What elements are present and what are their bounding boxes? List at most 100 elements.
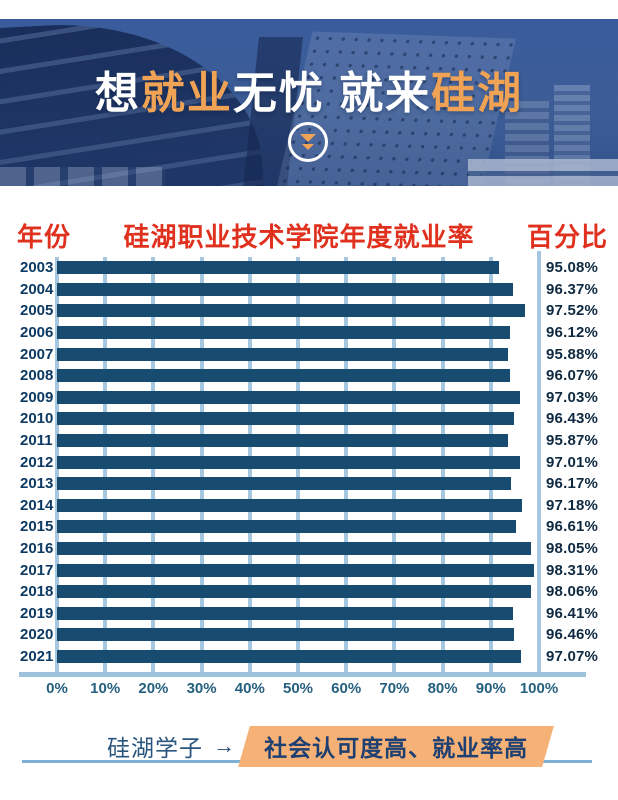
- year-label: 2014: [20, 496, 54, 514]
- bar-track: [57, 498, 539, 512]
- chart-row-2014: 2014 97.18%: [20, 495, 605, 517]
- employment-bar: [57, 390, 521, 404]
- chart-row-2011: 2011 95.87%: [20, 430, 605, 452]
- year-label: 2021: [20, 647, 54, 665]
- x-tick-label: 90%: [475, 680, 506, 697]
- x-tick-label: 20%: [138, 680, 169, 697]
- campus-photo-low-building: [468, 159, 618, 186]
- x-tick-label: 0%: [46, 680, 68, 697]
- value-column-title: 百分比: [526, 222, 608, 252]
- chart-row-2017: 2017 98.31%: [20, 559, 605, 581]
- chart-row-2012: 2012 97.01%: [20, 451, 605, 473]
- value-label: 96.43%: [546, 410, 599, 428]
- value-label: 98.05%: [546, 540, 599, 558]
- employment-bar: [57, 434, 508, 448]
- value-label: 95.87%: [546, 432, 599, 450]
- footer-label: 硅湖学子: [107, 735, 203, 761]
- footer-highlight-text: 社会认可度高、就业率高: [264, 734, 529, 761]
- employment-rate-bar-chart: 2003 95.08% 2004 96.37% 2005 97.52% 2006 96.12%…: [19, 251, 605, 702]
- bar-track: [57, 369, 539, 383]
- chart-row-2007: 2007 95.88%: [20, 343, 605, 365]
- year-label: 2008: [20, 367, 54, 385]
- employment-bar: [57, 412, 514, 426]
- chart-row-2019: 2019 96.41%: [20, 603, 605, 625]
- y-axis-title: 年份: [17, 222, 72, 252]
- banner-headline: 想就业无忧 就来硅湖: [0, 57, 618, 121]
- bar-track: [57, 606, 539, 620]
- chart-row-2021: 2021 97.07%: [20, 646, 605, 668]
- chart-row-2008: 2008 96.07%: [20, 365, 605, 387]
- year-label: 2020: [20, 626, 54, 644]
- employment-bar: [57, 606, 514, 620]
- bar-track: [57, 390, 539, 404]
- year-label: 2003: [20, 259, 54, 277]
- employment-bar: [57, 347, 508, 361]
- value-label: 97.52%: [546, 302, 599, 320]
- bar-track: [57, 412, 539, 426]
- x-axis-ticks: 0% 10% 20% 30% 40% 50% 60% 70% 80% 90% 100%: [46, 680, 558, 698]
- x-tick-label: 30%: [186, 680, 217, 697]
- bar-track: [57, 326, 539, 340]
- employment-bar: [57, 261, 499, 275]
- value-label: 97.01%: [546, 453, 599, 471]
- headline-segment: 想: [94, 69, 141, 118]
- employment-bar: [57, 477, 511, 491]
- chart-row-2009: 2009 97.03%: [20, 387, 605, 409]
- bar-track: [57, 628, 539, 642]
- year-label: 2005: [20, 302, 54, 320]
- headline-segment: 硅湖: [431, 69, 524, 118]
- value-label: 96.46%: [546, 626, 599, 644]
- employment-bar: [57, 520, 516, 534]
- value-label: 95.08%: [546, 259, 599, 277]
- chart-row-2020: 2020 96.46%: [20, 624, 605, 646]
- bar-track: [57, 455, 539, 469]
- banner: 想就业无忧 就来硅湖: [0, 19, 618, 186]
- headline-segment: 就来: [339, 69, 432, 118]
- year-label: 2013: [20, 475, 54, 493]
- footer: 硅湖学子 → 社会认可度高、就业率高: [0, 725, 618, 767]
- bar-track: [57, 304, 539, 318]
- value-label: 96.17%: [546, 475, 599, 493]
- chart-row-2004: 2004 96.37%: [20, 279, 605, 301]
- bar-track: [57, 282, 539, 296]
- value-label: 95.88%: [546, 345, 599, 363]
- gridline-100: [537, 251, 541, 672]
- chart-row-2005: 2005 97.52%: [20, 300, 605, 322]
- x-tick-label: 80%: [427, 680, 458, 697]
- x-axis-line: [19, 672, 586, 677]
- x-tick-label: 40%: [234, 680, 265, 697]
- value-label: 96.41%: [546, 604, 599, 622]
- chart-row-2018: 2018 98.06%: [20, 581, 605, 603]
- right-arrow-icon: →: [213, 733, 235, 758]
- campus-photo-wall-left: [0, 167, 165, 186]
- chart-row-2013: 2013 96.17%: [20, 473, 605, 495]
- x-tick-label: 10%: [90, 680, 121, 697]
- employment-bar: [57, 542, 532, 556]
- value-label: 96.12%: [546, 324, 599, 342]
- bar-track: [57, 542, 539, 556]
- bar-track: [57, 563, 539, 577]
- headline-segment: 就业: [140, 69, 233, 118]
- x-tick-label: 60%: [331, 680, 362, 697]
- chart-header: 年份 硅湖职业技术学院年度就业率 百分比: [0, 222, 618, 252]
- chevron-down-icon: [300, 134, 316, 142]
- chart-row-2010: 2010 96.43%: [20, 408, 605, 430]
- employment-bar: [57, 498, 522, 512]
- bar-track: [57, 261, 539, 275]
- x-tick-label: 100%: [519, 680, 559, 697]
- bar-track: [57, 347, 539, 361]
- year-label: 2012: [20, 453, 54, 471]
- chart-row-2006: 2006 96.12%: [20, 322, 605, 344]
- value-label: 97.18%: [546, 496, 599, 514]
- bar-track: [57, 585, 539, 599]
- chevron-down-icon: [302, 144, 314, 150]
- employment-bar: [57, 304, 526, 318]
- scroll-down-icon[interactable]: [288, 122, 328, 162]
- employment-bar: [57, 649, 521, 663]
- year-label: 2015: [20, 518, 54, 536]
- value-label: 97.03%: [546, 388, 599, 406]
- year-label: 2016: [20, 540, 54, 558]
- value-label: 97.07%: [546, 647, 599, 665]
- year-label: 2004: [20, 280, 54, 298]
